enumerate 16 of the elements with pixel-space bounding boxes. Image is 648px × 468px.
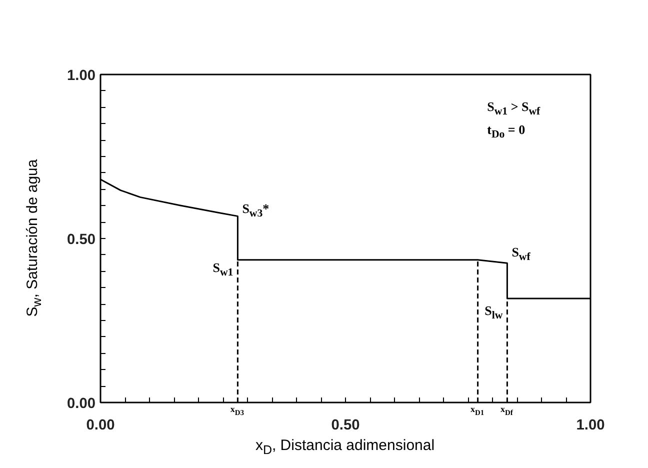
annotation: S$_{w1}$ > S$_{wf}$ [487, 100, 540, 118]
x-tick-label: 0.50 [331, 418, 360, 434]
annotation: S$_{wf}$ [512, 245, 530, 263]
y-tick-label: 0.00 [66, 396, 96, 412]
x-tick-label: 0.00 [86, 418, 115, 434]
annotation: x$_{D3}$ [230, 405, 244, 416]
y-tick-label: 1.00 [66, 68, 96, 84]
x-tick-label: 1.00 [576, 418, 605, 434]
annotation: S$_{lw}$ [484, 304, 503, 322]
y-tick-label: 0.50 [66, 232, 96, 248]
annotation: t$_{Do}$ = 0 [487, 123, 526, 141]
annotation: x$_{Df}$ [500, 405, 513, 416]
xlabel: x$_{D}$, Distancia adimensional [255, 438, 435, 456]
annotation: x$_{D1}$ [470, 405, 484, 416]
annotation: S$_{w3}$* [242, 202, 270, 220]
annotation: S$_{w1}$ [212, 261, 234, 279]
